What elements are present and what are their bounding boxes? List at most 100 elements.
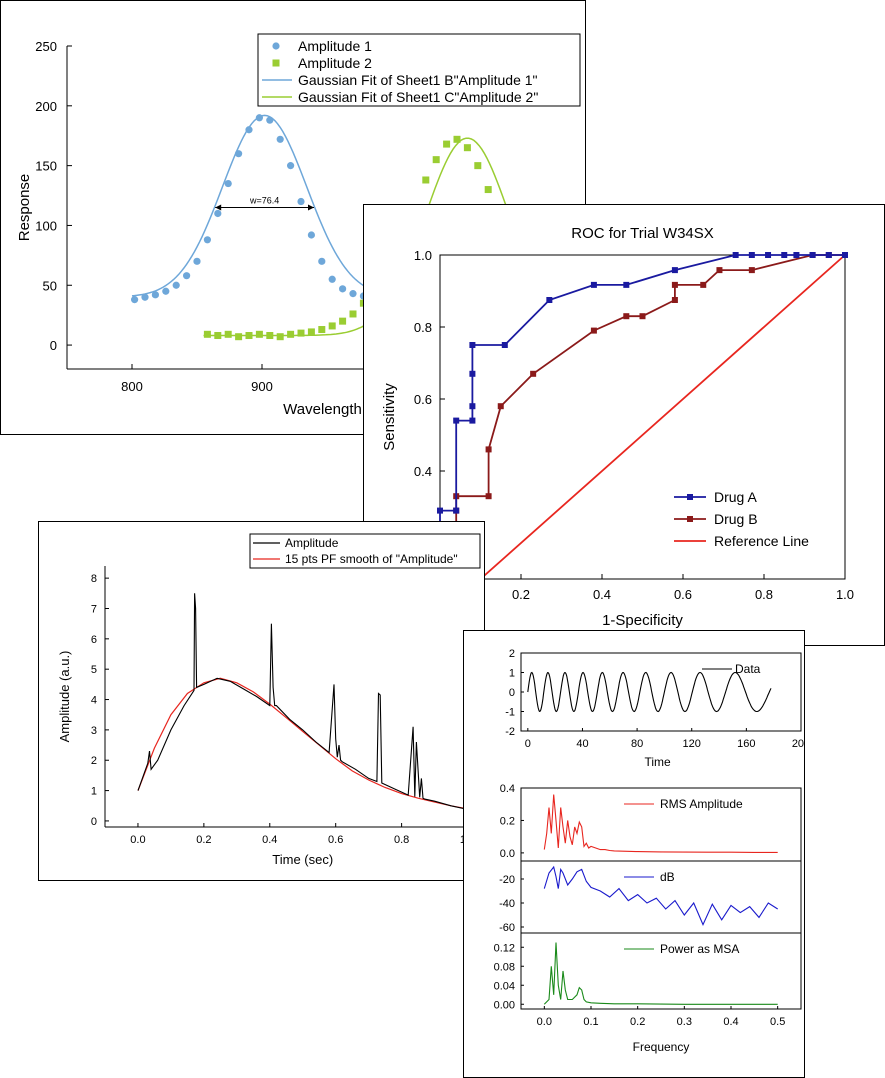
y-tick-label: 0.12 [494, 942, 515, 954]
plot-frame [520, 932, 802, 1010]
x-tick-label: 80 [631, 738, 643, 750]
y-tick-label: 0 [91, 816, 97, 828]
y-tick-label: 250 [35, 39, 57, 54]
data-point-amplitude-1 [214, 209, 222, 218]
y-tick-label: 0.2 [500, 815, 515, 827]
x-axis-label: 1-Specificity [602, 612, 683, 629]
smooth-line [137, 677, 468, 810]
roc-point [469, 370, 476, 377]
y-tick-label: 150 [35, 159, 57, 174]
data-point-amplitude-1 [151, 291, 159, 299]
y-tick-label: 1.0 [414, 248, 432, 263]
data-point-amplitude-2 [349, 310, 357, 318]
roc-point [623, 313, 630, 320]
data-point-amplitude-2 [235, 333, 243, 341]
data-point-amplitude-2 [255, 330, 263, 338]
data-point-amplitude-1 [245, 126, 253, 134]
data-point-amplitude-1 [193, 257, 201, 265]
data-point-amplitude-2 [484, 186, 492, 194]
data-point-amplitude-2 [463, 144, 471, 152]
y-tick-label: 50 [43, 278, 57, 293]
y-tick-label: 7 [91, 603, 97, 615]
data-point-amplitude-2 [266, 332, 274, 340]
data-point-amplitude-2 [432, 156, 440, 164]
y-tick-label: 8 [91, 573, 97, 585]
roc-point [485, 493, 492, 500]
data-point-amplitude-2 [443, 140, 451, 148]
y-tick-label: -60 [499, 922, 515, 934]
y-tick-label: -20 [499, 874, 515, 886]
x-tick-label: 0.2 [196, 834, 211, 846]
legend-label: Data [735, 662, 761, 676]
x-axis-label: Frequency [633, 1040, 690, 1054]
x-tick-label: 0.4 [723, 1016, 738, 1028]
x-tick-label: 0.4 [593, 587, 611, 602]
y-tick-label: 0.00 [494, 999, 515, 1011]
roc-point [453, 507, 460, 514]
fwhm-arrowhead [215, 204, 222, 211]
data-point-amplitude-1 [276, 135, 284, 143]
x-tick-label: 0.5 [770, 1016, 785, 1028]
data-point-amplitude-1 [224, 179, 232, 188]
data-line [527, 671, 772, 713]
roc-point [623, 281, 630, 288]
data-point-amplitude-2 [203, 330, 211, 338]
x-tick-label: 0.4 [262, 834, 277, 846]
x-tick-label: 1.0 [836, 587, 854, 602]
roc-point [781, 252, 788, 258]
x-tick-label: 0.0 [537, 1016, 552, 1028]
legend-label: Gaussian Fit of Sheet1 C"Amplitude 2" [298, 89, 538, 105]
y-tick-label: -2 [505, 726, 515, 738]
spectrum-line [543, 794, 778, 853]
x-axis-label: Time (sec) [272, 852, 333, 867]
y-tick-label: 5 [91, 664, 97, 676]
data-point-amplitude-1 [131, 296, 139, 304]
legend-label: Reference Line [714, 533, 809, 549]
roc-point [793, 252, 800, 258]
roc-point [716, 267, 723, 274]
roc-chart: ROC for Trial W34SX0.20.40.60.81.00.20.4… [381, 225, 854, 629]
x-tick-label: 0.0 [130, 834, 145, 846]
y-tick-label: 3 [91, 725, 97, 737]
data-point-amplitude-1 [141, 293, 149, 301]
roc-point [469, 403, 476, 410]
roc-point [825, 252, 832, 258]
legend-label: Drug A [714, 489, 757, 505]
data-point-amplitude-1 [349, 290, 357, 298]
legend-label: 15 pts PF smooth of "Amplitude" [285, 552, 458, 566]
data-point-amplitude-1 [162, 287, 170, 295]
chart-title: ROC for Trial W34SX [571, 225, 714, 242]
legend-label: Drug B [714, 511, 758, 527]
roc-line [455, 254, 845, 579]
y-axis-label: Response [16, 174, 33, 242]
roc-point [437, 507, 443, 514]
roc-point [842, 252, 848, 258]
x-tick-label: 0.3 [677, 1016, 692, 1028]
y-tick-label: -1 [505, 707, 515, 719]
roc-point [748, 252, 755, 258]
data-point-amplitude-2 [318, 326, 326, 334]
y-tick-label: 0 [50, 338, 57, 353]
spectrum-chart: 210-1-204080120160200TimeData0.40.20.0RM… [494, 648, 804, 1054]
roc-point [700, 281, 707, 288]
roc-point [748, 267, 755, 274]
y-tick-label: 2 [509, 648, 515, 660]
data-point-amplitude-1 [307, 231, 315, 239]
data-point-amplitude-2 [276, 333, 284, 341]
y-tick-label: 1 [91, 786, 97, 798]
data-point-amplitude-2 [339, 317, 347, 325]
legend-marker [687, 494, 693, 500]
roc-point [530, 370, 537, 377]
plot-frame [439, 254, 846, 580]
data-point-amplitude-2 [224, 330, 232, 338]
x-tick-label: 0.8 [755, 587, 773, 602]
x-tick-label: 40 [576, 738, 588, 750]
y-tick-label: 200 [35, 99, 57, 114]
data-point-amplitude-2 [245, 332, 253, 340]
roc-point [469, 417, 476, 424]
y-tick-label: 4 [91, 695, 97, 707]
data-point-amplitude-1 [183, 272, 191, 280]
roc-point [732, 252, 739, 258]
x-tick-label: 0.8 [394, 834, 409, 846]
